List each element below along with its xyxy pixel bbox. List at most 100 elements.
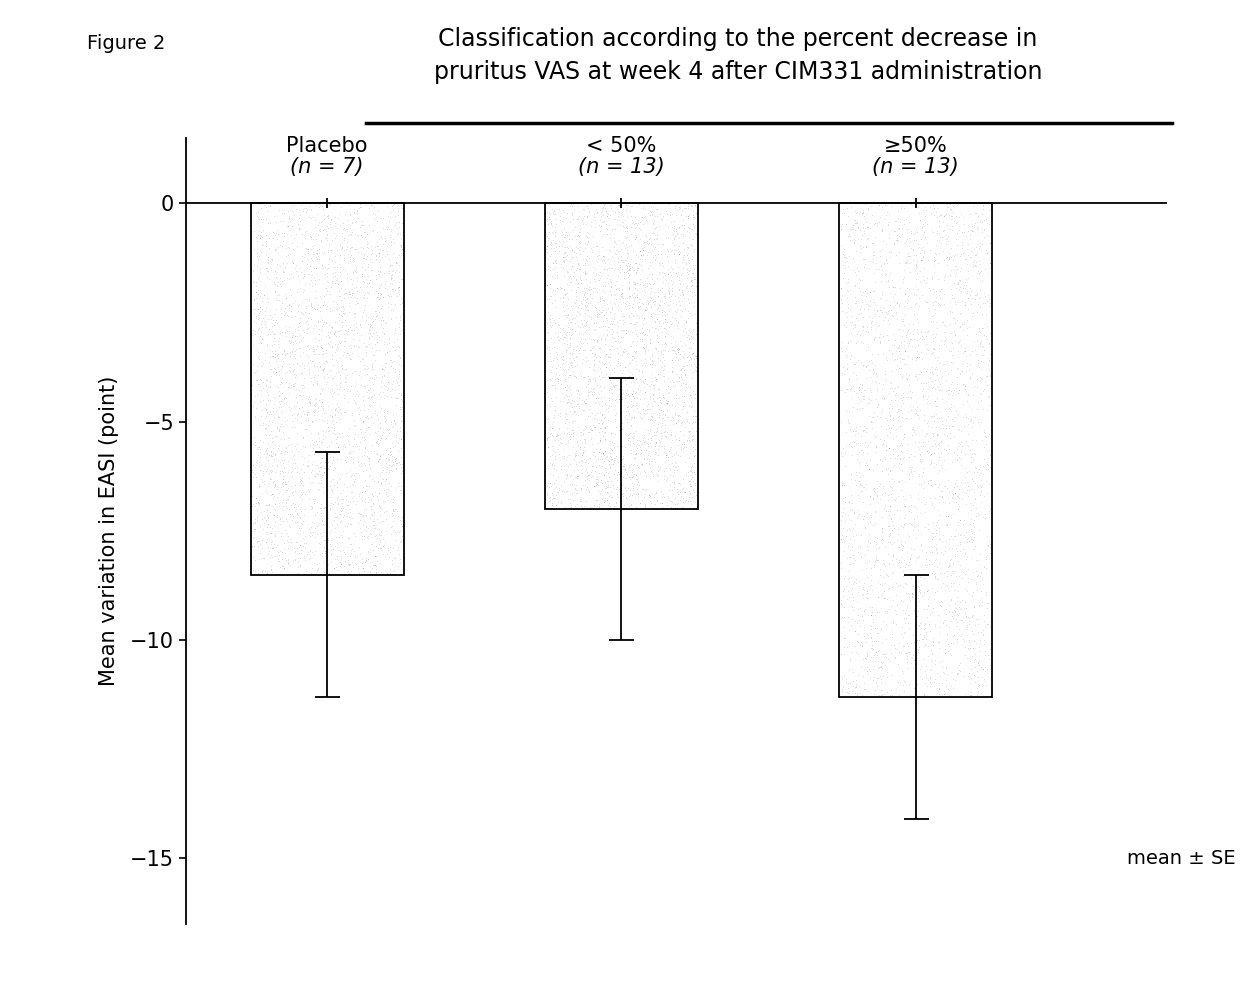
Point — [290, 522, 310, 538]
Point — [924, 200, 944, 215]
Point — [365, 387, 384, 403]
Point — [668, 373, 688, 388]
Point — [895, 367, 915, 382]
Point — [249, 458, 269, 474]
Point — [618, 294, 637, 310]
Point — [632, 277, 652, 293]
Point — [246, 467, 265, 483]
Point — [314, 460, 334, 476]
Point — [677, 256, 697, 271]
Point — [976, 474, 996, 490]
Point — [387, 455, 407, 471]
Point — [873, 388, 893, 404]
Point — [641, 495, 661, 511]
Point — [629, 460, 649, 476]
Point — [317, 207, 337, 223]
Point — [890, 398, 910, 414]
Point — [559, 388, 579, 404]
Point — [672, 293, 692, 309]
Point — [635, 351, 655, 367]
Point — [976, 677, 996, 693]
Point — [929, 595, 949, 610]
Point — [362, 319, 382, 335]
Point — [580, 240, 600, 256]
Point — [620, 238, 640, 254]
Point — [284, 367, 304, 382]
Point — [853, 239, 873, 255]
Point — [626, 219, 646, 235]
Point — [864, 533, 884, 549]
Point — [368, 521, 388, 537]
Point — [642, 359, 662, 375]
Point — [258, 327, 278, 343]
Point — [537, 324, 557, 340]
Point — [363, 542, 383, 557]
Point — [965, 617, 985, 633]
Point — [937, 386, 957, 402]
Point — [308, 504, 327, 520]
Point — [247, 342, 267, 358]
Point — [356, 524, 376, 540]
Point — [888, 489, 908, 504]
Point — [570, 217, 590, 233]
Point — [661, 267, 681, 283]
Point — [883, 592, 903, 607]
Point — [859, 408, 879, 424]
Point — [640, 423, 660, 438]
Point — [374, 367, 394, 382]
Point — [546, 218, 565, 234]
Point — [305, 301, 325, 317]
Point — [613, 486, 632, 501]
Point — [859, 353, 879, 369]
Point — [653, 439, 673, 455]
Point — [345, 309, 365, 324]
Point — [265, 284, 285, 300]
Point — [835, 639, 854, 655]
Point — [920, 371, 940, 386]
Point — [843, 318, 863, 333]
Point — [621, 305, 641, 320]
Point — [894, 427, 914, 442]
Point — [921, 564, 941, 580]
Point — [861, 220, 880, 236]
Point — [642, 348, 662, 364]
Point — [844, 549, 864, 565]
Point — [320, 334, 340, 350]
Point — [538, 205, 558, 221]
Point — [853, 204, 873, 220]
Point — [538, 378, 558, 394]
Point — [590, 217, 610, 233]
Point — [949, 384, 968, 400]
Point — [249, 310, 269, 325]
Point — [978, 615, 998, 631]
Point — [334, 304, 353, 319]
Point — [559, 368, 579, 383]
Point — [316, 354, 336, 370]
Point — [900, 687, 920, 703]
Point — [937, 305, 957, 320]
Point — [963, 598, 983, 613]
Point — [327, 495, 347, 511]
Point — [554, 362, 574, 377]
Point — [928, 349, 947, 365]
Point — [546, 235, 565, 251]
Point — [278, 464, 298, 480]
Point — [331, 205, 351, 221]
Point — [909, 205, 929, 221]
Point — [882, 666, 901, 682]
Point — [932, 356, 952, 372]
Point — [682, 464, 702, 480]
Point — [308, 376, 327, 391]
Point — [554, 219, 574, 235]
Point — [883, 613, 903, 629]
Point — [631, 352, 651, 368]
Point — [548, 375, 568, 390]
Point — [330, 376, 350, 391]
Point — [557, 327, 577, 343]
Point — [678, 210, 698, 226]
Point — [977, 662, 997, 677]
Point — [573, 444, 593, 460]
Point — [636, 300, 656, 316]
Point — [655, 320, 675, 336]
Point — [641, 389, 661, 405]
